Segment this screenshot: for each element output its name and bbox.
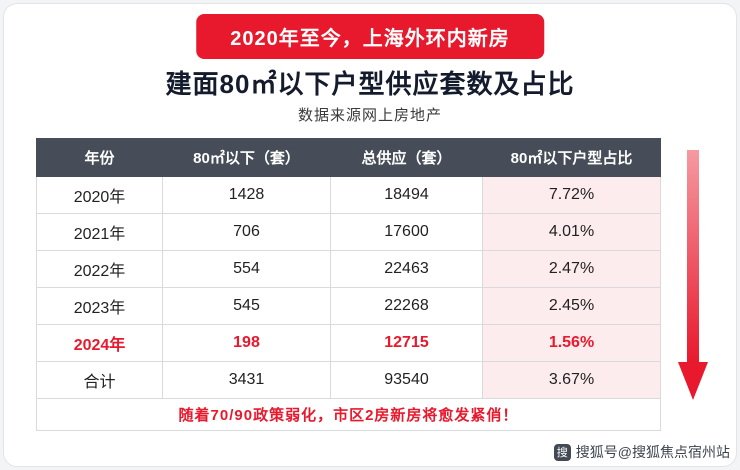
table-row: 合计 3431 93540 3.67% [36,361,661,399]
value-cell: 22268 [330,287,483,325]
table-row: 2020年 1428 18494 7.72% [36,176,661,214]
watermark: 搜 搜狐号@搜狐焦点宿州站 [553,442,730,462]
year-cell: 2024年 [36,324,163,362]
value-cell: 18494 [330,176,483,214]
value-cell: 22463 [330,250,483,288]
value-cell: 93540 [330,361,483,399]
value-cell: 198 [162,324,331,362]
banner: 2020年至今，上海外环内新房 [196,14,544,59]
note-text: 随着70/90政策弱化，市区2房新房将愈发紧俏！ [36,398,661,431]
table-row: 2024年 198 12715 1.56% [36,324,661,362]
year-cell: 2023年 [36,287,163,325]
table-row: 2023年 545 22268 2.45% [36,287,661,325]
col-header-year: 年份 [36,138,163,177]
arrow-head [678,362,708,400]
value-cell: 2.45% [482,287,661,325]
year-cell: 2020年 [36,176,163,214]
year-cell: 2021年 [36,213,163,251]
value-cell: 12715 [330,324,483,362]
value-cell: 4.01% [482,213,661,251]
year-cell: 合计 [36,361,163,399]
value-cell: 554 [162,250,331,288]
table-row: 2022年 554 22463 2.47% [36,250,661,288]
col-header-total: 总供应（套） [330,138,483,177]
page-title: 建面80㎡以下户型供应套数及占比 [165,69,575,99]
value-cell: 1.56% [482,324,661,362]
value-cell: 1428 [162,176,331,214]
value-cell: 7.72% [482,176,661,214]
col-header-ratio: 80㎡以下户型占比 [482,138,661,177]
watermark-text: 搜狐号@搜狐焦点宿州站 [575,444,730,460]
value-cell: 3431 [162,361,331,399]
note-row: 随着70/90政策弱化，市区2房新房将愈发紧俏！ [36,398,661,431]
down-arrow-icon [678,150,708,400]
arrow-shaft [687,150,699,362]
year-cell: 2022年 [36,250,163,288]
col-header-under80: 80㎡以下（套） [162,138,331,177]
value-cell: 17600 [330,213,483,251]
data-source-subtitle: 数据来源网上房地产 [297,107,442,124]
value-cell: 545 [162,287,331,325]
value-cell: 2.47% [482,250,661,288]
sohu-logo-icon: 搜 [553,443,571,461]
value-cell: 3.67% [482,361,661,399]
value-cell: 706 [162,213,331,251]
supply-table: 年份 80㎡以下（套） 总供应（套） 80㎡以下户型占比 2020年 1428 18… [36,138,661,431]
header-row: 年份 80㎡以下（套） 总供应（套） 80㎡以下户型占比 [36,138,661,177]
table-row: 2021年 706 17600 4.01% [36,213,661,251]
table-body: 2020年 1428 18494 7.72% 2021年 706 17600 4.01% 202… [36,176,661,399]
